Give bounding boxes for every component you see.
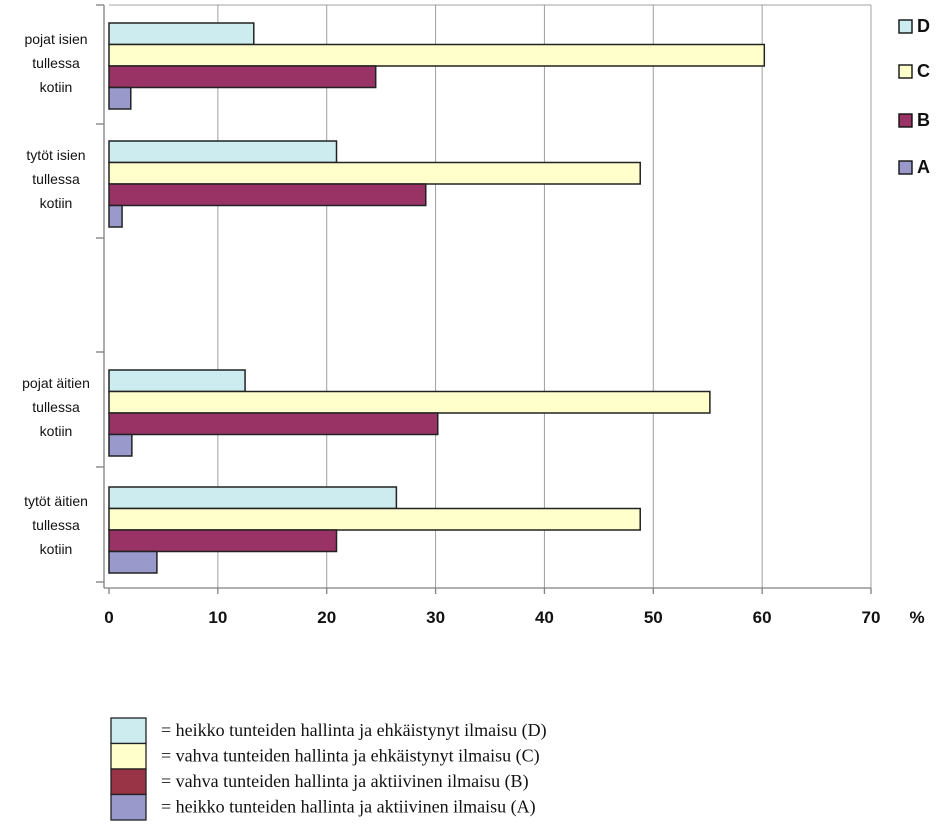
bar-b-3 bbox=[108, 412, 439, 436]
legend-swatch-a bbox=[898, 160, 913, 175]
bottom-legend-swatch-b bbox=[110, 768, 147, 796]
bar-a-2 bbox=[108, 204, 123, 228]
side-legend: D C B A bbox=[898, 16, 930, 177]
bar-c-2 bbox=[108, 161, 641, 185]
bar-d-3 bbox=[108, 369, 246, 393]
bar-a-4 bbox=[108, 550, 158, 574]
legend-swatch-c bbox=[898, 64, 913, 79]
category-label: tytöt äitien tullessa kotiin bbox=[24, 493, 88, 557]
legend-swatch-b bbox=[898, 113, 913, 128]
bar-d-1 bbox=[108, 22, 255, 46]
legend-label-c: C bbox=[917, 61, 930, 81]
category-label-line: tullessa bbox=[32, 171, 80, 187]
bottom-legend-text-d: = heikko tunteiden hallinta ja ehkäistyn… bbox=[161, 720, 547, 741]
axes bbox=[96, 4, 872, 594]
category-label-line: tullessa bbox=[32, 55, 80, 71]
legend-label-d: D bbox=[917, 16, 930, 36]
category-label-line: tullessa bbox=[32, 399, 80, 415]
category-label: pojat isien tullessa kotiin bbox=[24, 31, 87, 95]
bottom-legend-text-c: = vahva tunteiden hallinta ja ehkäistyny… bbox=[161, 746, 540, 767]
bar-c-1 bbox=[108, 43, 766, 67]
gridlines bbox=[109, 4, 872, 588]
bar-c-3 bbox=[108, 390, 711, 414]
x-tick-label: 50 bbox=[644, 608, 663, 627]
category-label: pojat äitien tullessa kotiin bbox=[22, 375, 90, 439]
bar-c-4 bbox=[108, 507, 641, 531]
category-label-line: tytöt äitien bbox=[24, 493, 88, 509]
category-label-line: kotiin bbox=[40, 195, 73, 211]
bar-b-4 bbox=[108, 529, 338, 553]
bar-b-1 bbox=[108, 65, 377, 89]
category-label-line: kotiin bbox=[40, 423, 73, 439]
bar-b-2 bbox=[108, 183, 427, 207]
x-tick-label: 30 bbox=[426, 608, 445, 627]
x-unit-label: % bbox=[909, 608, 924, 627]
x-tick-label: 0 bbox=[104, 608, 113, 627]
category-label-line: tytöt isien bbox=[26, 147, 85, 163]
x-tick-label: 60 bbox=[753, 608, 772, 627]
bottom-legend-swatch-c bbox=[110, 742, 147, 770]
legend-label-a: A bbox=[917, 157, 930, 177]
category-label-line: pojat isien bbox=[24, 31, 87, 47]
bars bbox=[108, 22, 766, 574]
bar-d-4 bbox=[108, 486, 398, 510]
axis-labels: pojat isien tullessa kotiin tytöt isien tull… bbox=[22, 31, 924, 627]
category-label-line: kotiin bbox=[40, 79, 73, 95]
bar-a-3 bbox=[108, 433, 133, 457]
bottom-legend-swatch-a bbox=[110, 793, 147, 821]
x-tick-label: 40 bbox=[535, 608, 554, 627]
category-label: tytöt isien tullessa kotiin bbox=[26, 147, 85, 211]
bar-a-1 bbox=[108, 86, 132, 110]
bar-d-2 bbox=[108, 140, 338, 164]
bottom-legend-swatch-d bbox=[110, 717, 147, 745]
bottom-legend-text-a: = heikko tunteiden hallinta ja aktiivine… bbox=[161, 797, 536, 818]
legend-label-b: B bbox=[917, 110, 930, 130]
category-label-line: pojat äitien bbox=[22, 375, 90, 391]
legend-swatch-d bbox=[898, 19, 913, 34]
x-tick-label: 10 bbox=[208, 608, 227, 627]
bottom-legend: = heikko tunteiden hallinta ja ehkäistyn… bbox=[110, 717, 547, 821]
category-label-line: kotiin bbox=[40, 541, 73, 557]
bottom-legend-text-b: = vahva tunteiden hallinta ja aktiivinen… bbox=[161, 771, 529, 792]
x-tick-label: 20 bbox=[317, 608, 336, 627]
category-label-line: tullessa bbox=[32, 517, 80, 533]
x-tick-label: 70 bbox=[862, 608, 881, 627]
